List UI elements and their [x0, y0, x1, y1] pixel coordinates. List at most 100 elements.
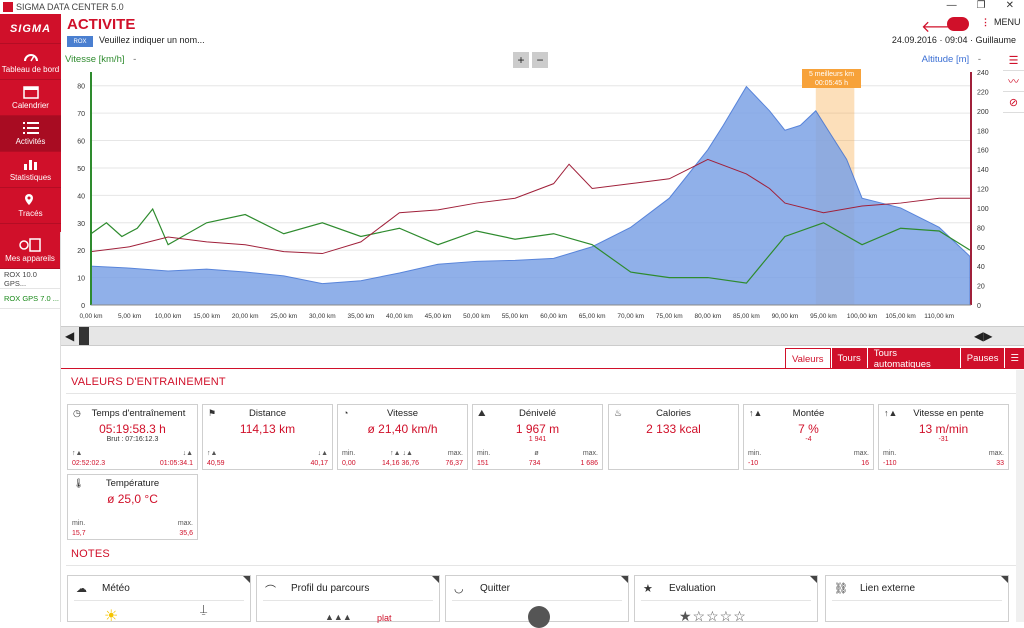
- card-speed[interactable]: ◔ Vitesse ø 21,40 km/h min. ↑▲ ↓▲ max. 0,0…: [337, 404, 468, 470]
- y-tick-label-right: 240: [977, 70, 989, 77]
- card-min-label: min.: [72, 520, 86, 527]
- card-row-values: 15,7 35,6: [72, 530, 193, 537]
- line-chart-icon[interactable]: 〰: [1003, 71, 1024, 92]
- sidebar-item-label: Mes appareils: [5, 253, 55, 263]
- note-divider: [452, 600, 622, 601]
- sidebar-item-tracks[interactable]: Tracés: [0, 188, 61, 224]
- note-title: Météo: [102, 583, 130, 594]
- close-icon[interactable]: ✕: [1005, 0, 1014, 11]
- rating-stars[interactable]: ★☆☆☆☆: [679, 608, 747, 624]
- hide-icon[interactable]: ⊘: [1003, 92, 1024, 113]
- page-scrollbar[interactable]: [1016, 370, 1024, 622]
- tab-laps[interactable]: Tours: [830, 348, 867, 369]
- values-section-title: VALEURS D'ENTRAINEMENT: [71, 376, 226, 388]
- corner-menu-icon[interactable]: [810, 576, 817, 583]
- maximize-icon[interactable]: ❐: [976, 0, 986, 11]
- card-row-values: 0,00 14,16 36,76 76,37: [342, 460, 463, 467]
- right-axis-label-suffix: -: [977, 54, 981, 65]
- card-title: Vitesse en pente: [913, 408, 984, 419]
- corner-menu-icon[interactable]: [1001, 576, 1008, 583]
- menu-label: MENU: [994, 17, 1021, 27]
- sidebar-item-label: Activités: [15, 137, 46, 146]
- card-title: Distance: [249, 408, 286, 419]
- card-temperature[interactable]: 🌡 Température ø 25,0 °C min. max. 15,7 35,…: [67, 474, 198, 540]
- card-value: ø 25,0 °C: [107, 492, 158, 506]
- card-min: 151: [477, 460, 489, 467]
- card-distance[interactable]: ⚑ Distance 114,13 km ↑▲ ↓▲ 40,59 40,17: [202, 404, 333, 470]
- scroll-right-icon[interactable]: ◀▶: [974, 329, 993, 343]
- downhill-icon: ↓▲: [182, 450, 193, 457]
- corner-menu-icon[interactable]: [621, 576, 628, 583]
- card-max-label: max.: [177, 520, 193, 527]
- card-mid-down: 36,76: [401, 460, 420, 467]
- card-mid: 734: [528, 460, 541, 467]
- device-item[interactable]: ROX 10.0 GPS...: [0, 269, 60, 289]
- card-min-label: min.: [477, 450, 491, 457]
- menu-button[interactable]: ⋮ MENU: [981, 17, 1021, 28]
- sidebar-item-calendar[interactable]: Calendrier: [0, 80, 61, 116]
- note-title: Profil du parcours: [291, 583, 370, 594]
- card-row-labels: ↑▲ ↓▲: [207, 450, 328, 457]
- x-tick-label: 90,00 km: [772, 313, 799, 320]
- note-route-profile[interactable]: ⌒ Profil du parcours ▲▲▲ plat: [256, 575, 440, 623]
- y-tick-label-right: 40: [977, 264, 985, 271]
- y-tick-label-left: 0: [81, 303, 85, 310]
- card-mid: 14,16 36,76: [382, 460, 419, 467]
- zoom-in-button[interactable]: +: [513, 52, 529, 68]
- card-climb[interactable]: ↑▲ Montée 7 % -4 min. max. -10 16: [743, 404, 874, 470]
- card-max-label: max.: [582, 450, 598, 457]
- card-value: 114,13 km: [239, 422, 296, 436]
- list-menu-icon[interactable]: ☰: [1004, 348, 1024, 369]
- card-row-labels: min. ø max.: [477, 450, 598, 457]
- sidebar-item-dashboard[interactable]: Tableau de bord: [0, 44, 61, 80]
- tab-values[interactable]: Valeurs: [785, 348, 831, 369]
- activity-chart[interactable]: 0 10 20 30 40 50 60 70 80 0 20 40 60 80 100 120 140 160 18…: [61, 50, 1003, 325]
- card-vertical-speed[interactable]: ↑▲ Vitesse en pente 13 m/min -31 min. max…: [878, 404, 1009, 470]
- note-weather[interactable]: ☁ Météo ☀ ⍊: [67, 575, 251, 625]
- card-elevation[interactable]: ⛰ Dénivelé 1 967 m 1 941 min. ø max. 151 73…: [472, 404, 603, 470]
- activity-name-field[interactable]: Veuillez indiquer un nom...: [99, 35, 205, 45]
- window-title: SIGMA DATA CENTER 5.0: [16, 2, 124, 12]
- y-tick-label-right: 80: [977, 225, 985, 232]
- device-item[interactable]: ROX GPS 7.0 ...: [0, 289, 60, 309]
- minimize-icon[interactable]: —: [946, 0, 957, 11]
- note-external-link[interactable]: ⛓ Lien externe: [825, 575, 1009, 622]
- cloud-upload-icon[interactable]: [947, 17, 969, 31]
- note-rating[interactable]: ★ Evaluation ★☆☆☆☆: [634, 575, 818, 624]
- card-calories[interactable]: ♨ Calories 2 133 kcal: [608, 404, 739, 470]
- uphill-icon: ↑▲ ↓▲: [390, 450, 413, 457]
- card-title: Montée: [792, 408, 825, 419]
- zoom-out-button[interactable]: −: [532, 52, 548, 68]
- card-training-time[interactable]: ◷ Temps d'entraînement 05:19:58.3 h Brut…: [67, 404, 198, 470]
- y-tick-label-right: 140: [977, 167, 989, 174]
- tab-auto-laps[interactable]: Tours automatiques: [866, 348, 960, 370]
- tab-pauses[interactable]: Pauses: [959, 348, 1005, 369]
- card-row-values: 151 734 1 686: [477, 460, 598, 467]
- heartrate-line: [90, 158, 970, 255]
- activity-user: Guillaume: [975, 35, 1016, 45]
- star-icon: ★: [643, 583, 653, 595]
- list-icon[interactable]: ☰: [1003, 50, 1024, 71]
- note-mood[interactable]: ◡ Quitter: [445, 575, 629, 628]
- corner-menu-icon[interactable]: [243, 576, 250, 583]
- x-tick-label: 15,00 km: [193, 313, 220, 320]
- bike-icon: ROX: [67, 36, 93, 47]
- sidebar-item-statistics[interactable]: Statistiques: [0, 152, 61, 188]
- y-tick-label-right: 100: [977, 206, 989, 213]
- sidebar-item-activities[interactable]: Activités: [0, 116, 61, 152]
- highlight-label: 5 meilleurs km 00:05:45 h: [802, 69, 861, 88]
- y-tick-label-left: 30: [77, 221, 85, 228]
- corner-menu-icon[interactable]: [432, 576, 439, 583]
- card-row-labels: min. max.: [883, 450, 1004, 457]
- scroll-left-icon[interactable]: ◀: [65, 329, 75, 343]
- highlight-label-line1: 5 meilleurs km: [808, 71, 855, 78]
- card-row-values: 02:52:02.3 01:05:34.1: [72, 460, 193, 467]
- y-tick-label-right: 220: [977, 89, 989, 96]
- chart-scrollbar[interactable]: ◀ ◀▶: [61, 326, 1024, 346]
- sidebar-item-devices[interactable]: Mes appareils: [0, 232, 60, 269]
- y-tick-label-right: 160: [977, 148, 989, 155]
- scroll-handle[interactable]: [79, 327, 89, 345]
- x-tick-label: 60,00 km: [540, 313, 567, 320]
- wind-icon: ⍊: [200, 602, 208, 616]
- highlight-label-line2: 00:05:45 h: [814, 80, 849, 87]
